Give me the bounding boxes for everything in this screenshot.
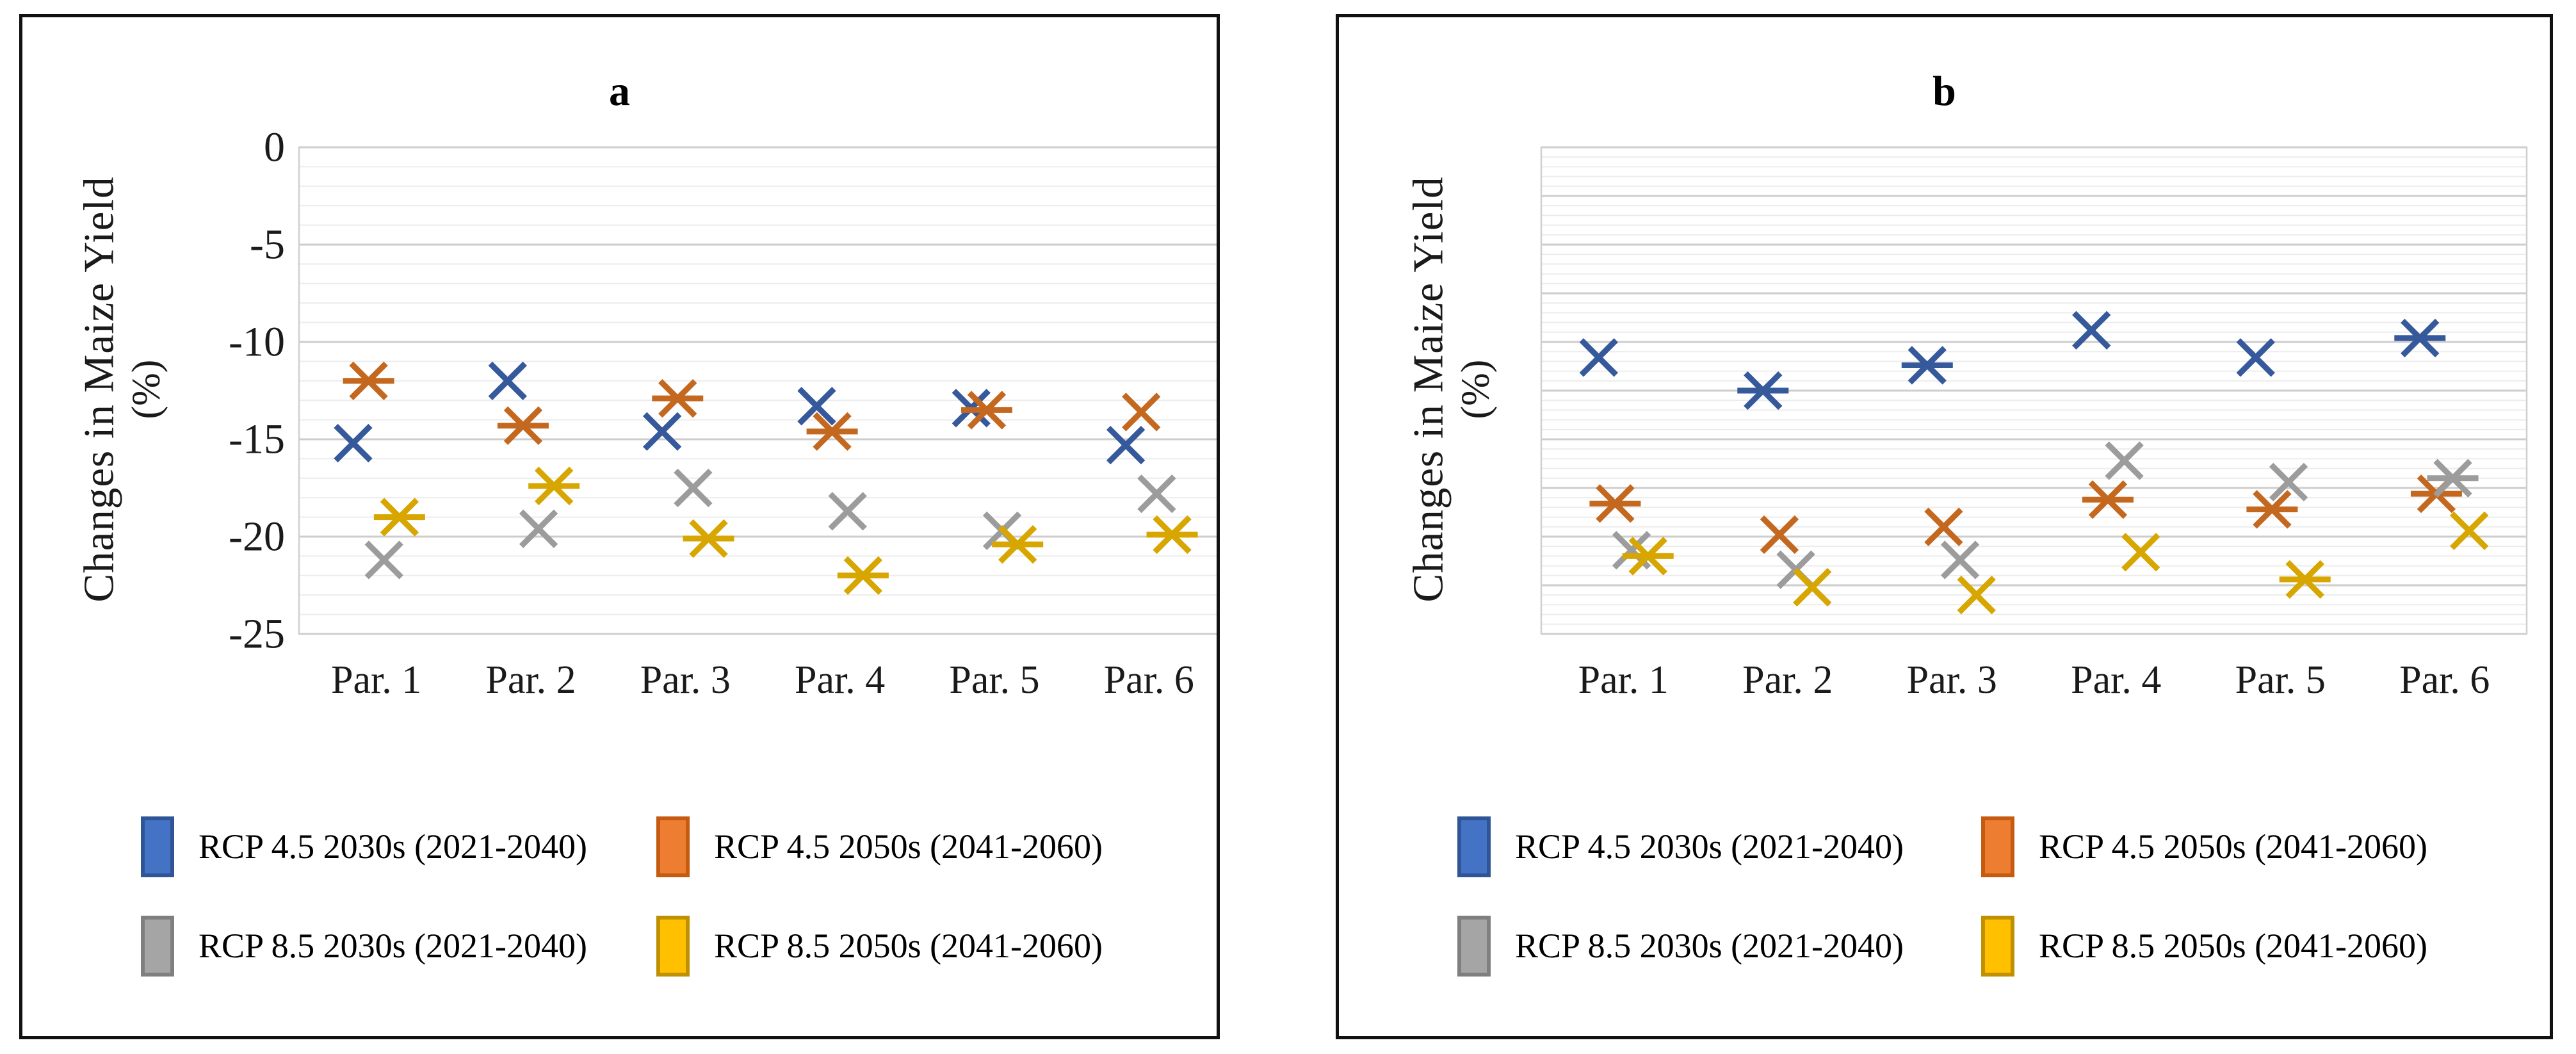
data-point [488, 361, 527, 400]
legend-a: RCP 4.5 2030s (2021-2040) RCP 4.5 2050s (… [141, 815, 1172, 978]
data-point [1940, 540, 1980, 580]
data-point [992, 524, 1044, 564]
plot-border [1540, 146, 2528, 635]
data-point [2269, 462, 2308, 502]
x-tick-label: Par. 1 [331, 658, 421, 702]
data-point [2072, 311, 2111, 350]
data-point [828, 492, 867, 531]
data-point [334, 423, 373, 463]
legend-swatch [656, 915, 690, 977]
y-tick-label: -20 [229, 514, 285, 560]
data-point [1793, 567, 1832, 607]
x-tick-label: Par. 4 [2071, 658, 2161, 702]
legend-label: RCP 4.5 2050s (2041-2060) [714, 827, 1103, 866]
data-point [2246, 490, 2298, 529]
y-tick-label: -25 [229, 611, 285, 658]
plot-area-b: Par. 1 Par. 2 Par. 3 Par. 4 Par. 5 Par. 6 [1540, 146, 2528, 702]
data-point [1579, 338, 1618, 377]
legend-item: RCP 4.5 2030s (2021-2040) [1457, 815, 1981, 879]
data-point [1106, 425, 1146, 465]
legend-label: RCP 4.5 2030s (2021-2040) [1515, 827, 1904, 866]
x-tick-label: Par. 3 [640, 658, 731, 702]
data-point [343, 361, 394, 400]
x-tick-label: Par. 6 [2399, 658, 2490, 702]
y-tick-label: -15 [229, 416, 285, 463]
legend-item: RCP 4.5 2030s (2021-2040) [141, 815, 656, 879]
data-point [1737, 371, 1789, 410]
data-point [960, 391, 1012, 430]
data-point [2427, 458, 2479, 498]
legend-item: RCP 4.5 2050s (2041-2060) [1981, 815, 2505, 879]
data-point [2279, 560, 2331, 599]
data-point [2105, 441, 2144, 480]
x-tick-label: Par. 1 [1578, 658, 1669, 702]
plot-area-a: 0 -5 -10 -15 -20 -25 Par. 1 Par. 2 Par. 3 Par. 4 P… [229, 124, 1217, 702]
data-point [2394, 318, 2446, 358]
data-point [674, 468, 713, 508]
y-tick-label: -10 [229, 319, 285, 366]
legend-swatch [1981, 915, 2014, 977]
data-point [642, 412, 682, 451]
legend-item: RCP 8.5 2030s (2021-2040) [1457, 914, 1981, 978]
x-tick-label: Par. 5 [949, 658, 1039, 702]
data-point [528, 466, 580, 506]
legend-label: RCP 8.5 2030s (2021-2040) [198, 927, 588, 965]
data-point [2082, 480, 2134, 519]
data-point [2121, 533, 2160, 572]
legend-swatch [1457, 915, 1491, 977]
data-point [837, 556, 889, 595]
x-tick-label: Par. 4 [795, 658, 885, 702]
data-point [1122, 393, 1161, 432]
legend-label: RCP 4.5 2030s (2021-2040) [198, 827, 588, 866]
panel-a: a Changes in Maize Yield (%) 0 -5 -10 -15 -2… [19, 14, 1220, 1039]
panel-a-title: a [609, 68, 630, 115]
legend-swatch [1981, 816, 2014, 877]
legend-swatch [1457, 816, 1491, 877]
plot-border [298, 146, 1217, 635]
legend-label: RCP 8.5 2030s (2021-2040) [1515, 927, 1904, 965]
data-point [1924, 507, 1963, 546]
legend-item: RCP 8.5 2030s (2021-2040) [141, 914, 656, 978]
legend-item: RCP 8.5 2050s (2041-2060) [656, 914, 1172, 978]
x-tick-label: Par. 6 [1104, 658, 1194, 702]
legend-swatch [141, 816, 174, 877]
data-point [1589, 484, 1641, 523]
legend-label: RCP 8.5 2050s (2041-2060) [2039, 927, 2428, 965]
y-tick-label: 0 [264, 124, 285, 171]
data-point [1957, 576, 1996, 615]
data-point [683, 519, 734, 558]
x-tick-label: Par. 3 [1907, 658, 1997, 702]
data-point [497, 406, 549, 445]
x-tick-label: Par. 5 [2235, 658, 2326, 702]
legend-item: RCP 4.5 2050s (2041-2060) [656, 815, 1172, 879]
x-tick-label: Par. 2 [485, 658, 576, 702]
legend-label: RCP 8.5 2050s (2041-2060) [714, 927, 1103, 965]
data-point [797, 387, 836, 426]
data-point [1760, 515, 1799, 555]
data-point [806, 412, 858, 451]
panel-b: b Changes in Maize Yield (%) Par. 1 Par. … [1336, 14, 2553, 1039]
legend-b: RCP 4.5 2030s (2021-2040) RCP 4.5 2050s (… [1457, 815, 2505, 978]
legend-swatch [141, 915, 174, 977]
data-point [652, 378, 704, 418]
y-tick-label: -5 [250, 222, 285, 268]
legend-swatch [656, 816, 690, 877]
x-tick-label: Par. 2 [1742, 658, 1833, 702]
data-point [1901, 346, 1953, 385]
legend-label: RCP 4.5 2050s (2041-2060) [2039, 827, 2428, 866]
data-point [1622, 537, 1674, 576]
legend-item: RCP 8.5 2050s (2041-2060) [1981, 914, 2505, 978]
data-point [2450, 511, 2489, 551]
data-point [2236, 338, 2275, 377]
data-point [1146, 515, 1198, 555]
panel-b-title: b [1932, 68, 1956, 115]
data-point [519, 509, 558, 549]
data-point [364, 540, 403, 580]
data-point [1137, 474, 1176, 514]
data-point [373, 498, 425, 537]
